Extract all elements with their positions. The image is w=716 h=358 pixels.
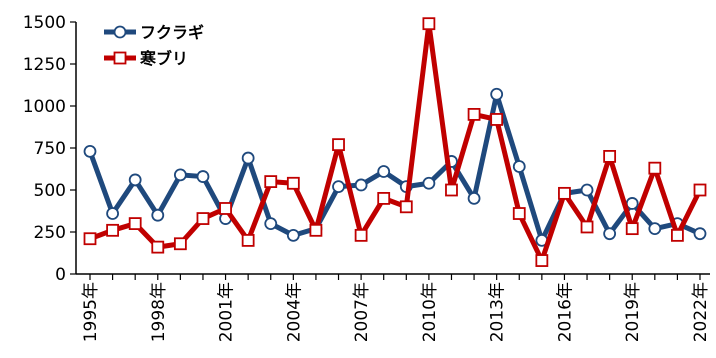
- data-point: [173, 168, 187, 182]
- data-point: [399, 200, 413, 214]
- data-point: [445, 183, 458, 197]
- x-tick-label: 1995年: [81, 282, 101, 342]
- series-layer: [83, 17, 707, 267]
- data-point: [512, 207, 526, 220]
- legend-item-0: フクラギ: [104, 23, 204, 42]
- data-point: [580, 220, 594, 234]
- y-tick-label: 750: [34, 139, 66, 159]
- data-point: [151, 240, 165, 254]
- data-point: [128, 217, 142, 231]
- legend-label: 寒ブリ: [139, 49, 188, 68]
- data-point: [151, 208, 165, 222]
- x-tick-label: 2010年: [420, 282, 440, 342]
- y-axis-ticks: 0 250 500 750 1000 1250 1500: [23, 13, 76, 285]
- data-point: [264, 217, 278, 231]
- data-point: [106, 207, 119, 220]
- data-point: [286, 228, 300, 242]
- data-point: [128, 173, 142, 187]
- x-tick-label: 2007年: [352, 282, 372, 342]
- data-point: [377, 191, 391, 205]
- y-tick-label: 1250: [23, 55, 66, 75]
- data-point: [648, 222, 662, 236]
- x-tick-label: 1998年: [149, 282, 169, 342]
- data-point: [625, 197, 639, 210]
- x-tick-label: 2004年: [284, 282, 304, 342]
- series-1: [83, 17, 707, 267]
- legend-marker: [113, 25, 127, 39]
- data-point: [241, 151, 255, 165]
- data-point: [512, 160, 526, 173]
- data-point: [422, 176, 436, 190]
- data-point: [490, 113, 504, 126]
- data-point: [241, 233, 255, 247]
- data-point: [354, 178, 368, 192]
- data-point: [173, 237, 187, 251]
- data-point: [83, 144, 97, 158]
- data-point: [693, 183, 707, 197]
- data-point: [422, 17, 436, 31]
- data-point: [219, 202, 232, 215]
- data-point: [332, 138, 345, 152]
- series-0: [83, 87, 707, 247]
- data-point: [671, 228, 684, 242]
- x-axis-ticks: 1995年 1998年 2001年 2004年 2007年 2010年 2013年 2016年…: [81, 274, 711, 342]
- data-point: [490, 87, 504, 101]
- data-point: [535, 254, 549, 267]
- x-tick-label: 2016年: [555, 282, 575, 342]
- x-tick-label: 2013年: [488, 282, 508, 342]
- data-point: [467, 108, 481, 121]
- data-point: [332, 180, 345, 194]
- series-line: [87, 91, 702, 243]
- y-tick-label: 1500: [23, 13, 66, 33]
- data-point: [354, 228, 368, 242]
- data-point: [603, 227, 617, 241]
- legend-item-1: 寒ブリ: [104, 49, 188, 68]
- legend-label: フクラギ: [140, 23, 204, 42]
- data-point: [196, 170, 210, 183]
- data-point: [264, 175, 278, 189]
- legend-marker: [113, 51, 127, 65]
- data-point: [603, 149, 617, 163]
- data-point: [106, 223, 119, 237]
- x-tick-label: 2022年: [691, 282, 711, 342]
- y-tick-label: 500: [34, 181, 66, 201]
- data-point: [467, 191, 481, 205]
- data-point: [625, 222, 639, 236]
- y-tick-label: 0: [55, 265, 66, 285]
- x-tick-label: 2019年: [623, 282, 643, 342]
- data-point: [309, 223, 323, 237]
- data-point: [286, 176, 300, 190]
- y-tick-label: 250: [34, 223, 66, 243]
- data-point: [558, 186, 571, 200]
- data-point: [377, 165, 391, 178]
- data-point: [648, 161, 662, 175]
- data-point: [693, 227, 707, 241]
- data-point: [196, 212, 210, 225]
- data-point: [580, 183, 594, 197]
- y-tick-label: 1000: [23, 97, 66, 117]
- data-point: [83, 232, 97, 246]
- series-line: [89, 21, 703, 264]
- x-tick-label: 2001年: [217, 282, 237, 342]
